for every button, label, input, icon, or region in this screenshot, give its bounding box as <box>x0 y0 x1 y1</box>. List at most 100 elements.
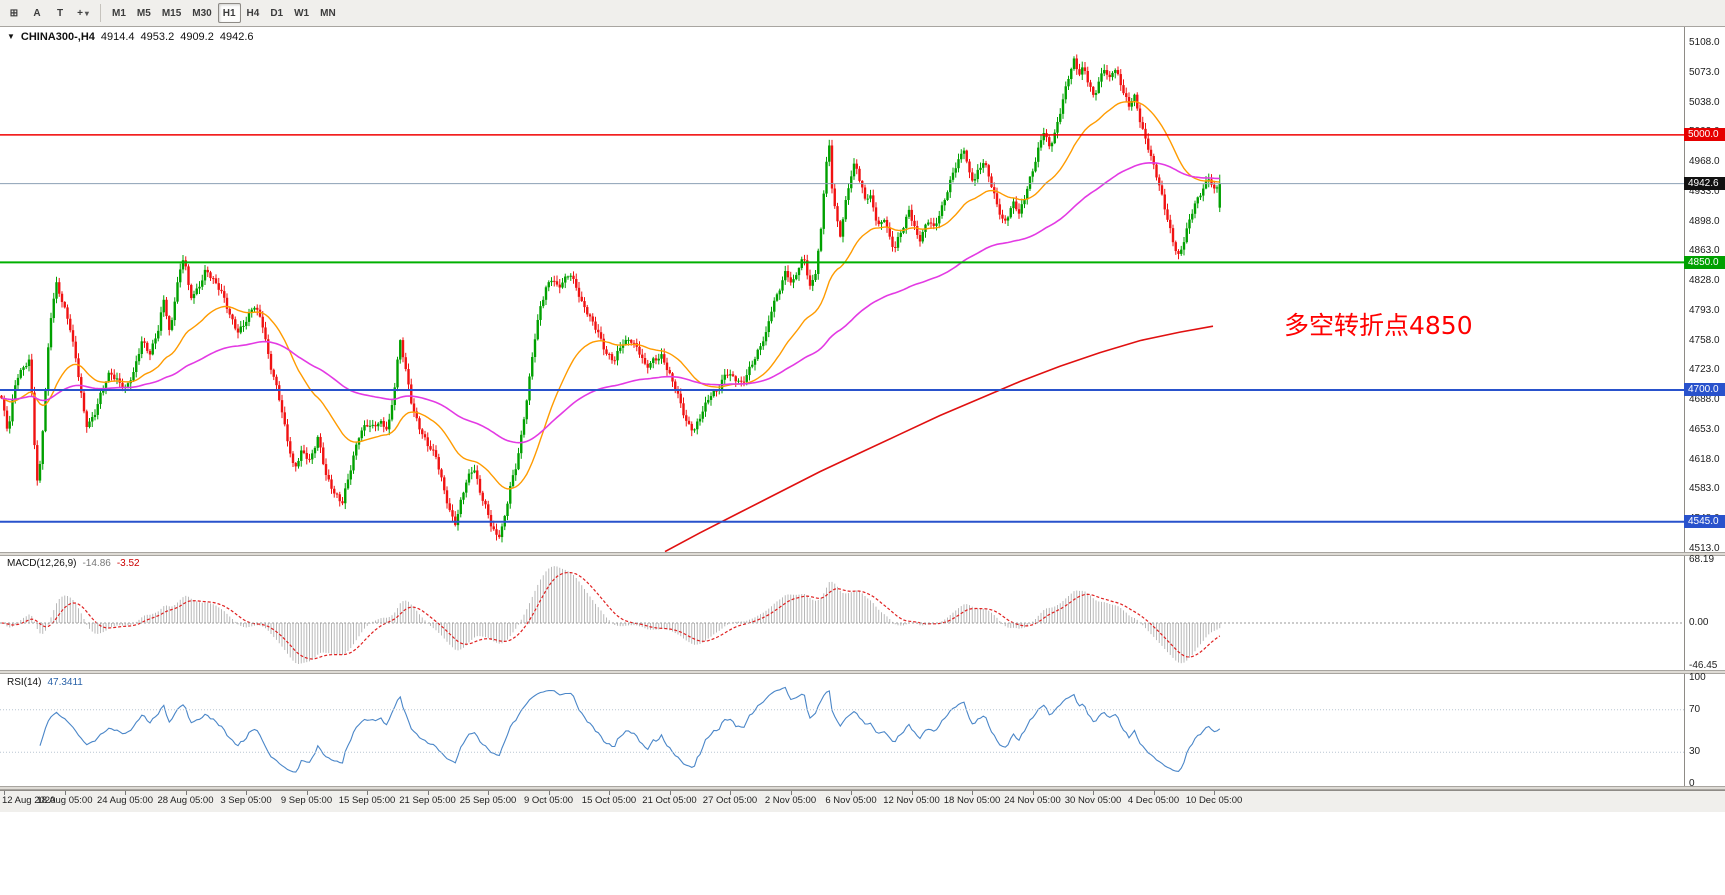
time-axis-label: 21 Oct 05:00 <box>642 795 697 806</box>
toolbar-separator <box>100 4 101 22</box>
macd-axis-label: -46.45 <box>1689 659 1718 671</box>
objects-icon: + <box>77 7 83 19</box>
time-axis-tick <box>851 791 852 795</box>
grid-icon: ⊞ <box>9 7 19 19</box>
time-axis-tick <box>185 791 187 795</box>
ohlc-open: 4914.4 <box>100 31 135 43</box>
timeframe-d1-button[interactable]: D1 <box>265 3 288 23</box>
macd-axis-label: 0.00 <box>1689 617 1709 628</box>
price-axis[interactable] <box>1684 27 1725 812</box>
time-axis-label: 3 Sep 05:00 <box>220 795 272 806</box>
time-axis-label: 24 Aug 05:00 <box>97 795 153 806</box>
time-axis-label: 25 Sep 05:00 <box>459 795 517 806</box>
macd-label: MACD(12,26,9) <box>7 558 77 569</box>
rsi-value: 47.3411 <box>47 677 83 688</box>
time-axis-label: 24 Nov 05:00 <box>1004 795 1061 806</box>
time-axis-tick <box>64 791 66 795</box>
time-axis-label: 12 Aug 2020 <box>2 795 56 806</box>
price-axis-label: 4828.0 <box>1689 275 1720 287</box>
time-axis-tick <box>1153 791 1155 795</box>
time-axis-label: 12 Nov 05:00 <box>883 795 940 806</box>
time-axis-tick <box>669 791 671 795</box>
time-axis-label: 15 Oct 05:00 <box>581 795 637 806</box>
time-axis-tick <box>306 791 308 795</box>
text-annotation-button[interactable]: A <box>26 3 48 23</box>
price-axis-label: 4793.0 <box>1689 304 1720 316</box>
chart-title: ▼ CHINA300-,H4 4914.4 4953.2 4909.2 4942… <box>7 31 254 43</box>
time-axis[interactable] <box>0 790 1725 812</box>
price-badge-5000-0: 5000.0 <box>1684 128 1725 142</box>
panel-separator-rsi[interactable] <box>0 670 1725 674</box>
price-badge-4850-0: 4850.0 <box>1684 255 1725 269</box>
timeframe-mn-button[interactable]: MN <box>315 3 341 23</box>
macd-main-value: -14.86 <box>82 558 111 569</box>
time-axis-tick <box>4 791 5 795</box>
chart-annotation-text: 多空转折点4850 <box>1284 311 1473 340</box>
macd-title: MACD(12,26,9) -14.86 -3.52 <box>7 558 140 569</box>
text-annotation-icon: A <box>33 7 41 19</box>
time-axis-label: 9 Oct 05:00 <box>523 795 574 806</box>
rsi-axis-label: 0 <box>1689 778 1695 789</box>
time-axis-label: 18 Aug 05:00 <box>36 795 93 806</box>
time-axis-tick <box>911 791 913 795</box>
time-axis-tick <box>488 791 489 795</box>
price-axis-label: 4653.0 <box>1689 423 1720 435</box>
time-axis-tick <box>972 791 973 795</box>
price-badge-4942-6: 4942.6 <box>1684 177 1725 191</box>
time-axis-tick <box>790 791 792 795</box>
time-axis-label: 6 Nov 05:00 <box>825 795 877 806</box>
ohlc-low: 4909.2 <box>180 31 214 43</box>
time-axis-tick <box>125 791 126 795</box>
time-axis-tick <box>367 791 368 795</box>
objects-dropdown-button[interactable]: + ▾ <box>72 3 94 23</box>
timeframe-m5-button[interactable]: M5 <box>132 3 156 23</box>
time-axis-tick <box>548 791 550 795</box>
macd-signal-value: -3.52 <box>116 558 140 569</box>
timeframe-h1-button[interactable]: H1 <box>217 3 241 23</box>
price-badge-4545-0: 4545.0 <box>1684 515 1725 529</box>
timeframe-m30-button[interactable]: M30 <box>187 3 216 23</box>
rsi-axis-label: 30 <box>1689 746 1701 758</box>
symbol-period-label: CHINA300-,H4 <box>20 31 95 43</box>
time-axis-label: 27 Oct 05:00 <box>702 795 758 806</box>
price-axis-label: 4863.0 <box>1689 245 1720 257</box>
text-label-button[interactable]: T <box>49 3 71 23</box>
price-axis-label: 4688.0 <box>1689 394 1720 406</box>
price-axis-label: 4898.0 <box>1689 215 1720 227</box>
panel-separator-macd[interactable] <box>0 552 1725 556</box>
grid-tool-button[interactable]: ⊞ <box>3 3 25 23</box>
timeframe-m15-button[interactable]: M15 <box>157 3 186 23</box>
main-toolbar: ⊞ A T + ▾ M1 M5 M15 M30 H1 H4 D1 W1 MN <box>0 0 1725 27</box>
time-axis-tick <box>246 791 247 795</box>
price-axis-label: 4968.0 <box>1689 156 1720 168</box>
time-axis-tick <box>427 791 429 795</box>
time-axis-tick <box>609 791 610 795</box>
time-axis-tick <box>1093 791 1094 795</box>
price-axis-label: 5038.0 <box>1689 96 1720 108</box>
rsi-title: RSI(14) 47.3411 <box>7 677 83 688</box>
time-axis-label: 21 Sep 05:00 <box>399 795 456 806</box>
time-axis-label: 4 Dec 05:00 <box>1127 795 1180 806</box>
timeframe-w1-button[interactable]: W1 <box>289 3 314 23</box>
time-axis-label: 10 Dec 05:00 <box>1185 795 1243 806</box>
time-axis-label: 28 Aug 05:00 <box>157 795 214 806</box>
timeframe-h4-button[interactable]: H4 <box>242 3 265 23</box>
price-axis-label: 4723.0 <box>1689 364 1720 376</box>
price-badge-4700-0: 4700.0 <box>1684 383 1725 397</box>
price-axis-label: 5108.0 <box>1689 37 1720 48</box>
timeframe-m1-button[interactable]: M1 <box>107 3 131 23</box>
price-axis-label: 5073.0 <box>1689 66 1720 78</box>
text-label-icon: T <box>56 7 64 19</box>
symbol-dropdown-icon: ▼ <box>7 32 15 41</box>
price-axis-label: 4513.0 <box>1689 543 1720 554</box>
time-axis-tick <box>1214 791 1215 795</box>
panel-separator-bottom[interactable] <box>0 786 1725 790</box>
chevron-down-icon: ▾ <box>84 8 89 18</box>
time-axis-label: 15 Sep 05:00 <box>338 795 396 806</box>
rsi-axis-label: 100 <box>1689 672 1706 683</box>
time-axis-label: 18 Nov 05:00 <box>943 795 1001 806</box>
time-axis-tick <box>730 791 731 795</box>
timeframe-group: M1 M5 M15 M30 H1 H4 D1 W1 MN <box>107 3 341 23</box>
